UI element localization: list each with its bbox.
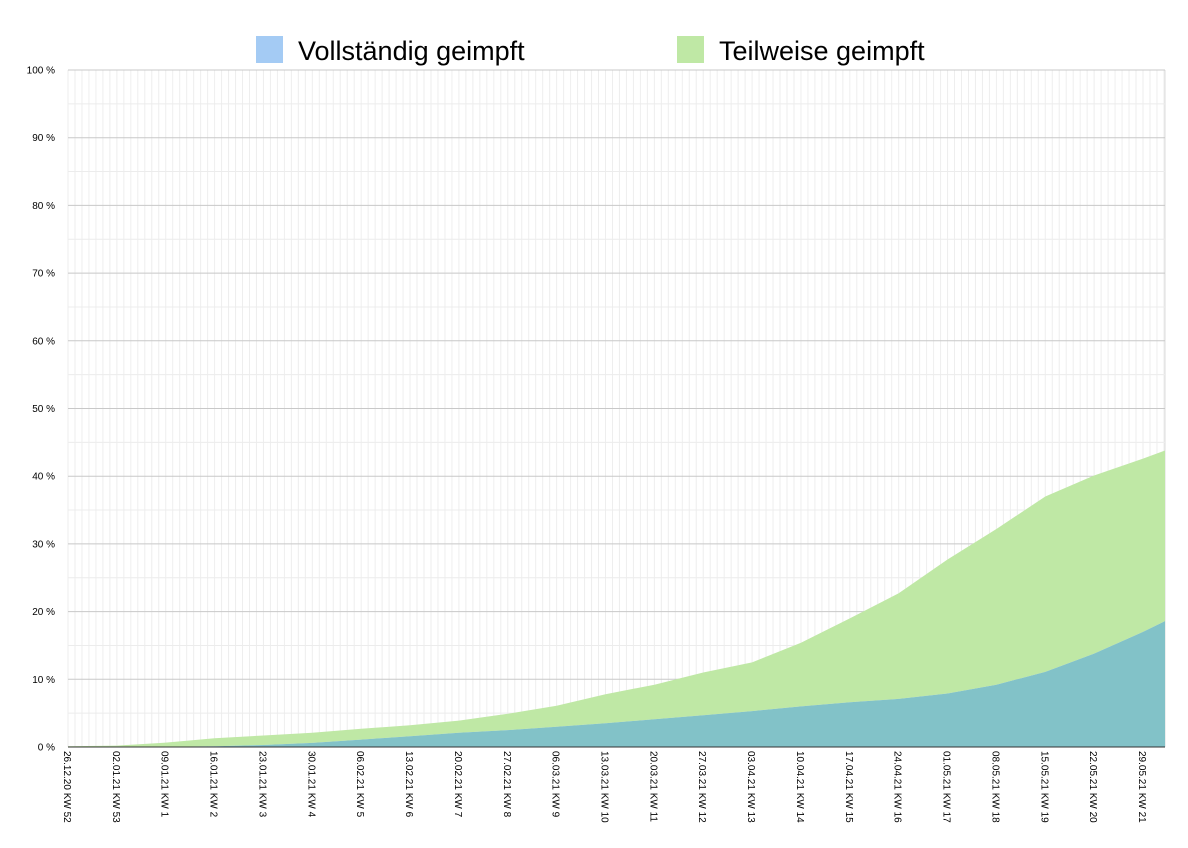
legend-label-vollstaendig: Vollständig geimpft (298, 36, 525, 66)
x-tick-label: 01.05.21 KW 17 (941, 751, 952, 823)
y-tick-label: 60 % (32, 336, 55, 347)
legend-label-teilweise: Teilweise geimpft (719, 36, 925, 66)
area-vollstaendig-geimpft (68, 621, 1165, 747)
x-tick-label: 15.05.21 KW 19 (1038, 751, 1049, 823)
y-tick-label: 70 % (32, 269, 55, 280)
legend-swatch-teilweise (677, 36, 704, 63)
y-tick-label: 30 % (32, 539, 55, 550)
y-tick-label: 20 % (32, 607, 55, 618)
x-tick-label: 09.01.21 KW 1 (159, 751, 170, 818)
x-tick-label: 06.02.21 KW 5 (354, 751, 365, 818)
y-axis-ticks: 0 % 10 % 20 % 30 % 40 % 50 % 60 % 70 % 80 % 90 % 1… (27, 66, 55, 754)
x-tick-label: 20.02.21 KW 7 (452, 751, 463, 818)
y-tick-label: 50 % (32, 404, 55, 415)
x-tick-label: 30.01.21 KW 4 (305, 751, 316, 818)
x-tick-label: 17.04.21 KW 15 (843, 751, 854, 823)
y-tick-label: 100 % (27, 66, 55, 77)
x-tick-label: 24.04.21 KW 16 (892, 751, 903, 823)
x-tick-label: 23.01.21 KW 3 (257, 751, 268, 818)
y-tick-label: 0 % (38, 743, 55, 754)
chart-areas (68, 450, 1165, 747)
x-tick-label: 02.01.21 KW 53 (110, 751, 121, 823)
x-tick-label: 16.01.21 KW 2 (208, 751, 219, 818)
legend: Vollständig geimpft Teilweise geimpft (256, 36, 925, 66)
x-tick-label: 03.04.21 KW 13 (745, 751, 756, 823)
legend-swatch-vollstaendig (256, 36, 283, 63)
y-tick-label: 10 % (32, 675, 55, 686)
x-tick-label: 13.03.21 KW 10 (599, 751, 610, 823)
x-tick-label: 20.03.21 KW 11 (647, 751, 658, 822)
x-tick-label: 06.03.21 KW 9 (550, 751, 561, 818)
x-tick-label: 27.02.21 KW 8 (501, 751, 512, 818)
x-tick-label: 13.02.21 KW 6 (403, 751, 414, 818)
x-tick-label: 08.05.21 KW 18 (989, 751, 1000, 823)
y-tick-label: 40 % (32, 472, 55, 483)
y-tick-label: 80 % (32, 201, 55, 212)
x-tick-label: 27.03.21 KW 12 (696, 751, 707, 823)
y-tick-label: 90 % (32, 133, 55, 144)
x-tick-label: 26.12.20 KW 52 (61, 751, 72, 823)
x-tick-label: 22.05.21 KW 20 (1087, 751, 1098, 823)
x-tick-label: 10.04.21 KW 14 (794, 751, 805, 823)
x-tick-label: 29.05.21 KW 21 (1136, 751, 1147, 823)
x-axis-ticks: 26.12.20 KW 52 02.01.21 KW 53 09.01.21 KW … (61, 751, 1147, 823)
area-teilweise-geimpft (68, 450, 1165, 747)
